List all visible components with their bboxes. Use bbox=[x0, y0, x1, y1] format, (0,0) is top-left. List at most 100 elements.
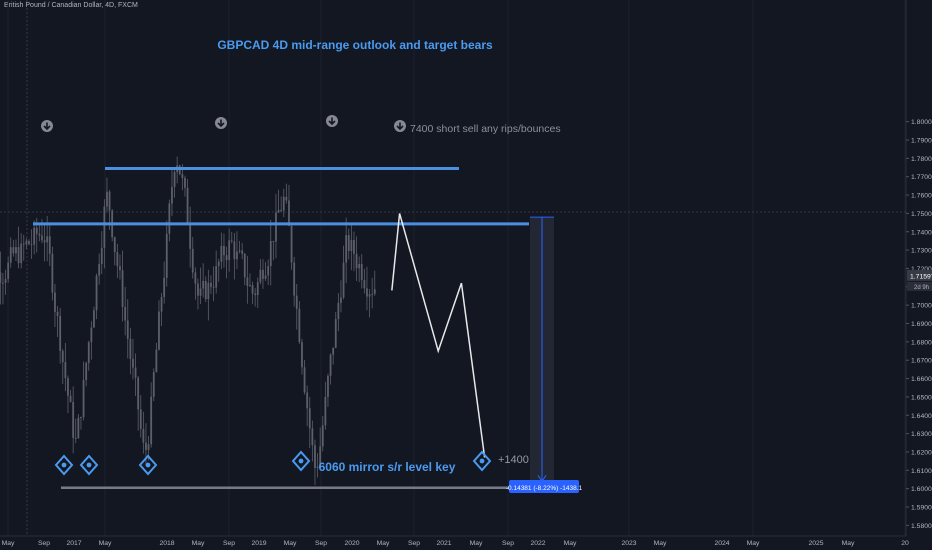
candle-body bbox=[316, 466, 319, 468]
y-tick-label: 1.78000 bbox=[911, 156, 932, 163]
candle-body bbox=[194, 272, 197, 284]
candle-body bbox=[121, 270, 124, 307]
candle-body bbox=[15, 247, 17, 254]
candle-body bbox=[30, 244, 33, 246]
x-tick-label: May bbox=[284, 540, 297, 547]
candle-body bbox=[41, 235, 43, 241]
arrow-down-glyph bbox=[396, 122, 404, 131]
y-tick-label: 1.59000 bbox=[911, 505, 932, 512]
x-tick-label: May bbox=[747, 540, 760, 547]
candle-body bbox=[329, 354, 332, 376]
candle-body bbox=[48, 236, 51, 254]
candle-body bbox=[217, 261, 220, 267]
diamond-center bbox=[61, 462, 67, 468]
candle-body bbox=[33, 227, 36, 245]
candle-body bbox=[324, 396, 327, 426]
y-tick-label: 1.74000 bbox=[911, 229, 932, 236]
support-level-note: 6060 mirror s/r level key bbox=[319, 460, 456, 474]
candle-body bbox=[43, 240, 46, 243]
current-price-tag bbox=[907, 269, 932, 281]
x-tick-label: 2023 bbox=[621, 540, 636, 547]
candle-body bbox=[98, 264, 101, 276]
candle-body bbox=[132, 358, 134, 368]
x-tick-label: 2018 bbox=[159, 540, 174, 547]
candle-body bbox=[119, 266, 121, 271]
overlay: -0.14381 (-8.22%) -1438.1 bbox=[506, 216, 583, 493]
candle-body bbox=[116, 252, 119, 267]
candle-body bbox=[181, 174, 184, 179]
candle-body bbox=[163, 277, 166, 298]
candle-body bbox=[202, 280, 205, 289]
candle-body bbox=[366, 288, 368, 297]
candle-body bbox=[373, 289, 376, 294]
y-tick-label: 1.69000 bbox=[911, 321, 932, 328]
current-price-label: 1.71597 bbox=[910, 273, 932, 280]
candle-body bbox=[134, 367, 137, 378]
candle-body bbox=[59, 315, 62, 351]
candle-body bbox=[275, 212, 277, 242]
candle-body bbox=[186, 187, 189, 223]
y-tick-label: 1.63000 bbox=[911, 431, 932, 438]
y-tick-label: 1.70000 bbox=[911, 303, 932, 310]
candle-body bbox=[67, 378, 69, 396]
y-tick-label: 1.62000 bbox=[911, 449, 932, 456]
x-tick-label: 2021 bbox=[436, 540, 451, 547]
chart-title: GBPCAD 4D mid-range outlook and target b… bbox=[217, 38, 493, 52]
candle-body bbox=[142, 428, 145, 443]
candle-body bbox=[126, 320, 129, 339]
candle-body bbox=[100, 247, 103, 265]
candle-body bbox=[303, 367, 306, 393]
x-tick-label: Sep bbox=[223, 540, 235, 547]
candle-body bbox=[355, 253, 358, 269]
candle-body bbox=[345, 235, 348, 263]
x-tick-label: 2019 bbox=[251, 540, 266, 547]
annotations: GBPCAD 4D mid-range outlook and target b… bbox=[41, 38, 561, 476]
candle-body bbox=[233, 241, 236, 260]
candle-body bbox=[87, 342, 90, 363]
x-tick-label: 2022 bbox=[530, 540, 545, 547]
x-tick-label: May bbox=[654, 540, 667, 547]
candle-body bbox=[371, 293, 374, 295]
candle-body bbox=[332, 347, 335, 355]
candle-body bbox=[243, 253, 246, 278]
candle-body bbox=[319, 446, 322, 467]
candle-body bbox=[262, 269, 264, 279]
candle-body bbox=[288, 200, 290, 226]
candle-body bbox=[280, 209, 283, 211]
candle-body bbox=[256, 282, 259, 296]
y-tick-label: 1.65000 bbox=[911, 394, 932, 401]
candle-body bbox=[17, 247, 20, 264]
candle-body bbox=[51, 253, 54, 293]
candle-body bbox=[85, 362, 88, 381]
diamond-center bbox=[298, 458, 304, 464]
candle-body bbox=[212, 286, 215, 288]
candle-body bbox=[267, 266, 270, 276]
candle-body bbox=[9, 247, 12, 263]
diamond-target-icon bbox=[291, 450, 311, 472]
candle-body bbox=[249, 285, 251, 287]
candle-body bbox=[298, 308, 301, 343]
y-tick-label: 1.80000 bbox=[911, 119, 932, 126]
x-tick-label: May bbox=[470, 540, 483, 547]
candle-body bbox=[145, 442, 147, 451]
x-axis: May Sep 2017 May 2018 May Sep 2019 May Sep 2020 May… bbox=[0, 535, 909, 547]
candle-body bbox=[137, 377, 140, 410]
candle-body bbox=[25, 241, 28, 244]
x-tick-label: May bbox=[842, 540, 855, 547]
x-tick-label: Sep bbox=[38, 540, 50, 547]
candle-body bbox=[251, 285, 254, 294]
x-tick-label: Sep bbox=[502, 540, 514, 547]
candle-body bbox=[293, 262, 296, 296]
candle-body bbox=[147, 444, 150, 451]
candle-body bbox=[69, 395, 72, 402]
diamond-center bbox=[145, 462, 151, 468]
projection-path bbox=[391, 213, 486, 458]
candle-body bbox=[77, 417, 80, 439]
candle-body bbox=[61, 350, 64, 363]
candle-body bbox=[236, 251, 238, 260]
symbol-header: British Pound / Canadian Dollar, 4D, FXC… bbox=[4, 2, 138, 9]
levels bbox=[33, 166, 529, 489]
candle-body bbox=[2, 282, 4, 284]
candle-body bbox=[210, 282, 212, 287]
